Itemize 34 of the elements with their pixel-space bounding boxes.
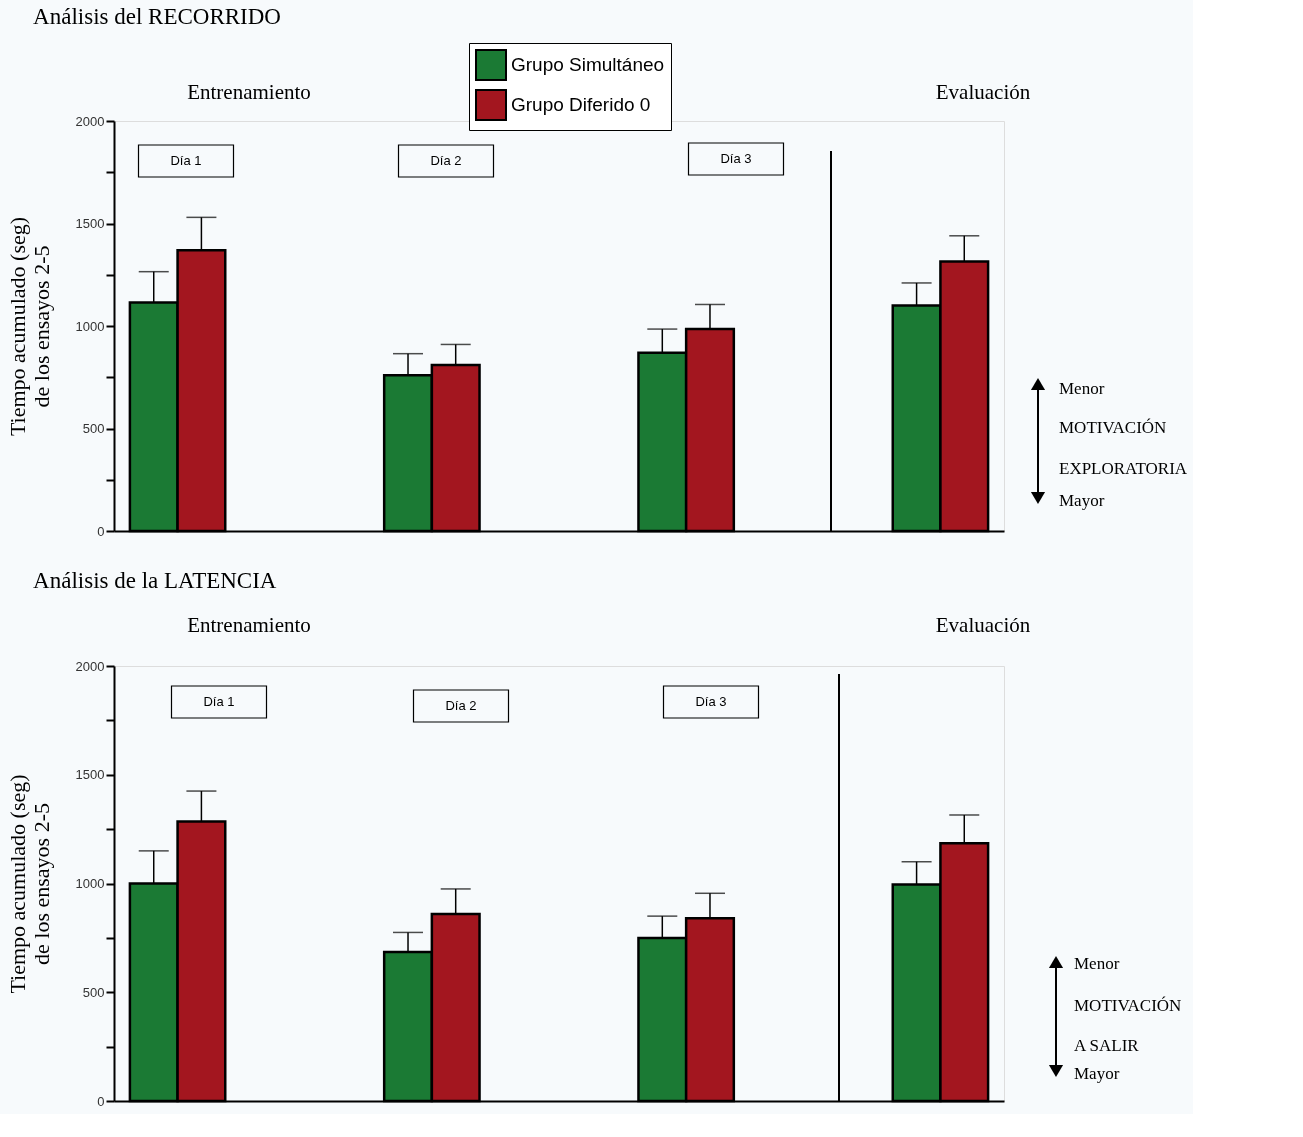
chart-title: Análisis de la LATENCIA bbox=[33, 568, 277, 593]
y-tick-label: 0 bbox=[97, 1093, 105, 1109]
text: Mayor bbox=[1059, 491, 1105, 510]
chart-title: Análisis del RECORRIDO bbox=[33, 4, 281, 29]
text: Entrenamiento bbox=[187, 613, 311, 637]
y-tick-label: 1000 bbox=[75, 318, 105, 334]
annotation: Día 1 bbox=[203, 694, 235, 709]
y-tick-label: 0 bbox=[97, 523, 105, 539]
y-tick-label: 500 bbox=[82, 421, 105, 436]
text: Evaluación bbox=[935, 80, 1031, 104]
legend-label: Grupo Simultáneo bbox=[511, 54, 665, 75]
text: Mayor bbox=[1074, 1064, 1120, 1083]
text: MOTIVACIÓN bbox=[1059, 418, 1167, 437]
y-tick-label: 500 bbox=[82, 984, 105, 1000]
y-tick-label: 1500 bbox=[75, 767, 105, 783]
y-tick-label: 1000 bbox=[75, 876, 105, 891]
annotation: Día 2 bbox=[430, 153, 462, 168]
y-tick-label: 2000 bbox=[75, 658, 105, 674]
text: EXPLORATORIA bbox=[1059, 459, 1188, 478]
annotation: Día 3 bbox=[720, 151, 752, 166]
text: Evaluación bbox=[935, 613, 1031, 637]
annotation: Día 2 bbox=[445, 698, 477, 713]
y-axis-title: Tiempo acumulado (seg) de los ensayos 2-5 bbox=[4, 774, 54, 994]
y-tick-label: 1500 bbox=[75, 216, 105, 231]
annotation: Día 1 bbox=[170, 153, 202, 168]
text: Menor bbox=[1059, 379, 1105, 398]
y-axis-title: Tiempo acumulado (seg) de los ensayos 2-5 bbox=[4, 216, 54, 437]
text: Entrenamiento bbox=[187, 80, 311, 104]
text: Menor bbox=[1074, 954, 1120, 973]
text: A SALIR bbox=[1074, 1036, 1140, 1055]
text: MOTIVACIÓN bbox=[1074, 996, 1182, 1015]
legend-label: Grupo Diferido 0 bbox=[511, 94, 651, 115]
y-tick-label: 2000 bbox=[75, 113, 105, 129]
annotation: Día 3 bbox=[695, 694, 727, 709]
